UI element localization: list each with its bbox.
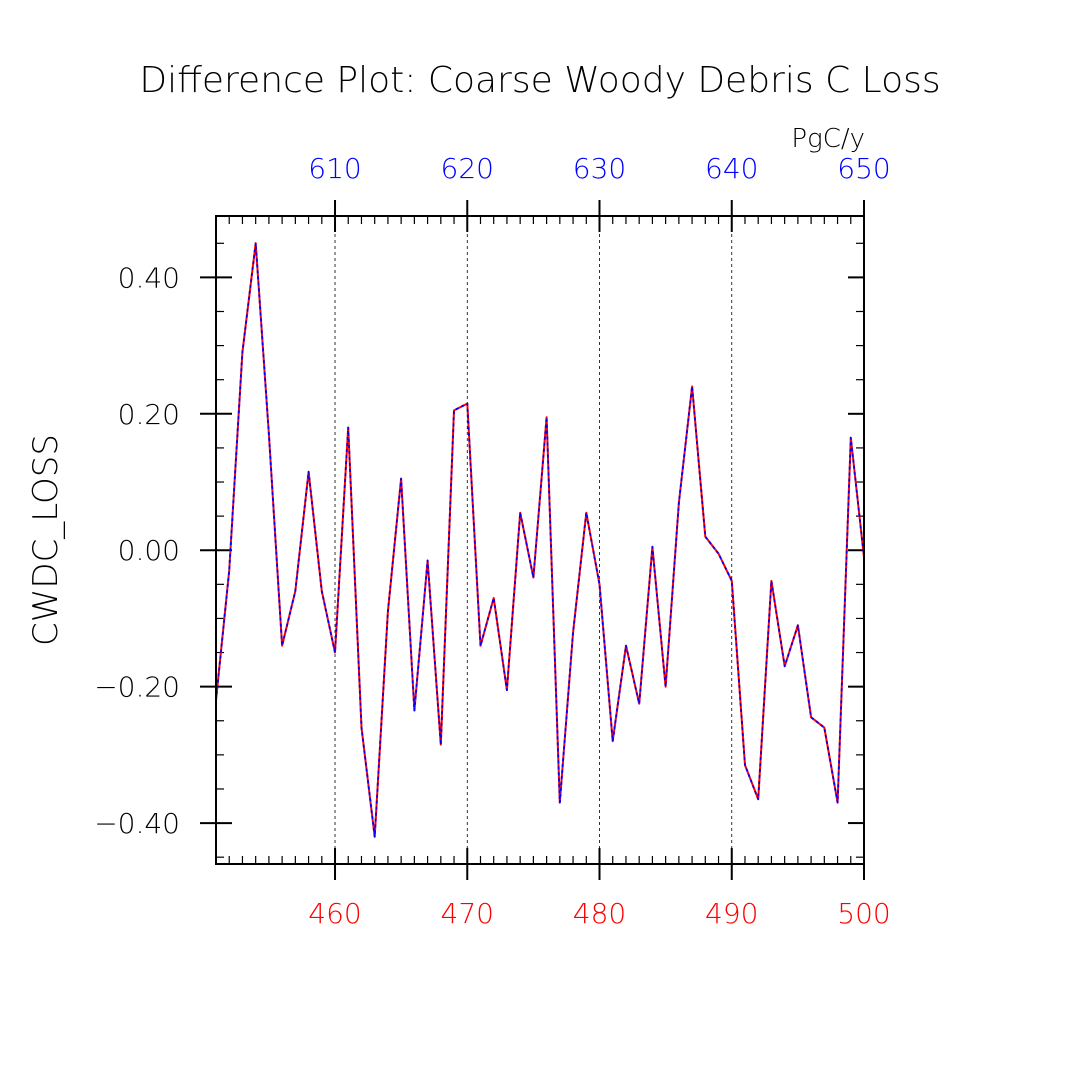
chart-title: Difference Plot: Coarse Woody Debris C L… [139,60,940,101]
bottom-x-tick-labels: 460 470 480 490 500 [308,897,890,930]
top-x-tick-labels: 610 620 630 640 650 [308,152,890,185]
bottom-x-tick-label: 470 [441,897,494,930]
bottom-x-tick-label: 500 [837,897,890,930]
series-line-blue [215,242,865,838]
y-tick-label: 0.40 [118,261,180,294]
y-tick-label: −0.20 [94,671,180,704]
series-lines [215,242,865,838]
top-x-tick-label: 610 [308,152,361,185]
top-x-tick-label: 640 [705,152,758,185]
y-tick-label: 0.00 [118,534,180,567]
top-x-tick-label: 620 [441,152,494,185]
top-x-tick-label: 650 [837,152,890,185]
y-tick-labels: −0.40 −0.20 0.00 0.20 0.40 [94,261,180,840]
y-tick-label: 0.20 [118,398,180,431]
y-axis-label: CWDC_LOSS [26,434,66,646]
bottom-x-tick-label: 480 [573,897,626,930]
axis-ticks [200,200,865,880]
top-x-tick-label: 630 [573,152,626,185]
series-line-red [215,242,865,838]
bottom-x-tick-label: 490 [705,897,758,930]
grid-lines [334,216,733,864]
bottom-x-tick-label: 460 [308,897,361,930]
y-tick-label: −0.40 [94,807,180,840]
plot-frame [215,215,865,865]
units-label: PgC/y [791,124,865,154]
